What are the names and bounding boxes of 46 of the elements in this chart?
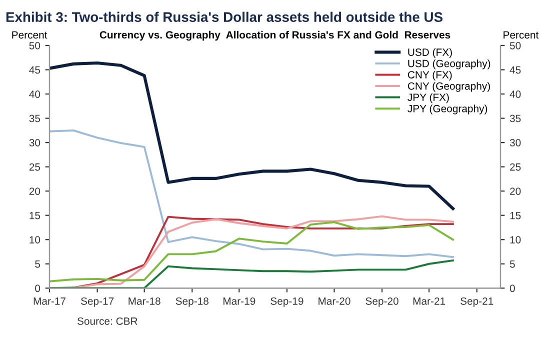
y2-tick-label: 20 xyxy=(510,188,521,195)
y-tick-label: 50 xyxy=(29,42,40,50)
y-tick-label: 40 xyxy=(29,90,40,98)
y2-axis-title: Percent xyxy=(504,31,539,39)
y-axis-title: Percent xyxy=(12,31,48,39)
line-series xyxy=(50,260,454,288)
x-tick-label: Sep-17 xyxy=(80,297,114,307)
x-tick-label: Mar-19 xyxy=(224,297,256,305)
y-tick-label: 25 xyxy=(29,163,40,171)
y-tick-label: 35 xyxy=(29,114,40,122)
y-tick-label: 15 xyxy=(30,212,40,220)
line-series xyxy=(50,221,454,282)
legend-label: USD (Geography) xyxy=(408,60,490,70)
legend-label: CNY (Geography) xyxy=(408,82,490,92)
y2-tick-label: 25 xyxy=(510,163,521,171)
x-tick-label: Sep-21 xyxy=(460,297,494,307)
y-tick-label: 10 xyxy=(30,236,40,244)
y2-tick-label: 0 xyxy=(510,284,515,292)
x-tick-label: Sep-18 xyxy=(176,297,208,307)
y-tick-label: 30 xyxy=(29,139,40,146)
legend-label: JPY (Geography) xyxy=(408,104,488,114)
x-tick-label: Sep-19 xyxy=(270,297,304,307)
y-tick-label: 5 xyxy=(35,260,40,268)
y-tick-label: 20 xyxy=(29,188,40,195)
y2-tick-label: 5 xyxy=(510,260,515,268)
y2-tick-label: 30 xyxy=(510,139,521,146)
y2-tick-label: 15 xyxy=(510,212,521,220)
line-series xyxy=(50,129,454,258)
x-tick-label: Sep-20 xyxy=(366,297,398,307)
y-tick-label: 45 xyxy=(29,66,40,74)
legend-label: USD (FX) xyxy=(408,48,452,58)
legend-label: CNY (FX) xyxy=(408,70,452,81)
y2-tick-label: 45 xyxy=(510,66,521,74)
y2-tick-label: 40 xyxy=(510,90,521,98)
x-tick-label: Mar-20 xyxy=(318,297,350,305)
chart-title: Exhibit 3: Two-thirds of Russia's Dollar assets held outside the US xyxy=(6,12,442,22)
x-tick-label: Mar-21 xyxy=(413,297,446,305)
y-tick-label: 0 xyxy=(35,284,40,292)
x-tick-label: Mar-17 xyxy=(34,298,66,305)
legend-label: JPY (FX) xyxy=(408,93,449,104)
y2-tick-label: 50 xyxy=(510,42,521,50)
source-note: Source: CBR xyxy=(77,317,138,325)
y2-tick-label: 35 xyxy=(510,114,521,122)
y2-tick-label: 10 xyxy=(510,236,521,244)
x-tick-label: Mar-18 xyxy=(128,297,160,305)
chart-subtitle: Currency vs. Geography Allocation of Russia's FX and Gold Reserves xyxy=(100,30,450,41)
